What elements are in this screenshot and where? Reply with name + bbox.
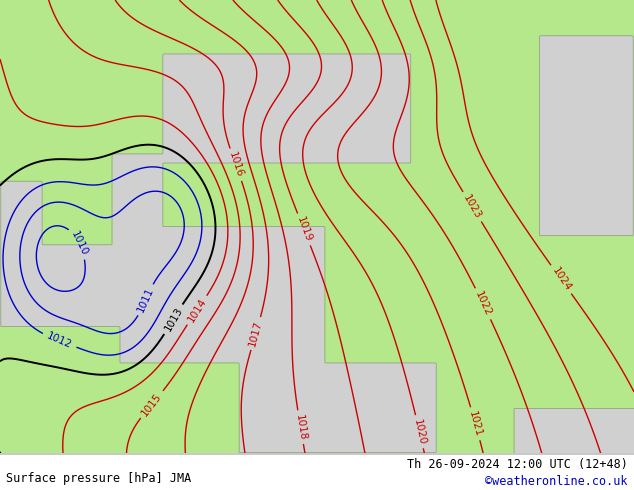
Text: 1015: 1015 bbox=[140, 391, 164, 418]
Text: 1019: 1019 bbox=[295, 216, 313, 244]
Text: 1024: 1024 bbox=[550, 266, 573, 293]
Text: 1022: 1022 bbox=[473, 290, 493, 318]
Text: 1012: 1012 bbox=[46, 331, 74, 351]
Text: 1013: 1013 bbox=[162, 305, 184, 333]
Text: Th 26-09-2024 12:00 UTC (12+48): Th 26-09-2024 12:00 UTC (12+48) bbox=[407, 458, 628, 471]
Text: Surface pressure [hPa] JMA: Surface pressure [hPa] JMA bbox=[6, 472, 191, 485]
Text: 1014: 1014 bbox=[186, 296, 208, 324]
Text: ©weatheronline.co.uk: ©weatheronline.co.uk bbox=[485, 474, 628, 488]
Text: 1021: 1021 bbox=[467, 410, 484, 438]
Text: 1017: 1017 bbox=[247, 319, 264, 347]
Text: 1016: 1016 bbox=[227, 150, 245, 179]
Text: 1018: 1018 bbox=[294, 414, 307, 441]
Text: 1023: 1023 bbox=[462, 193, 483, 220]
Text: 1010: 1010 bbox=[69, 229, 89, 257]
Text: 1020: 1020 bbox=[412, 418, 427, 445]
Text: 1011: 1011 bbox=[136, 286, 156, 314]
